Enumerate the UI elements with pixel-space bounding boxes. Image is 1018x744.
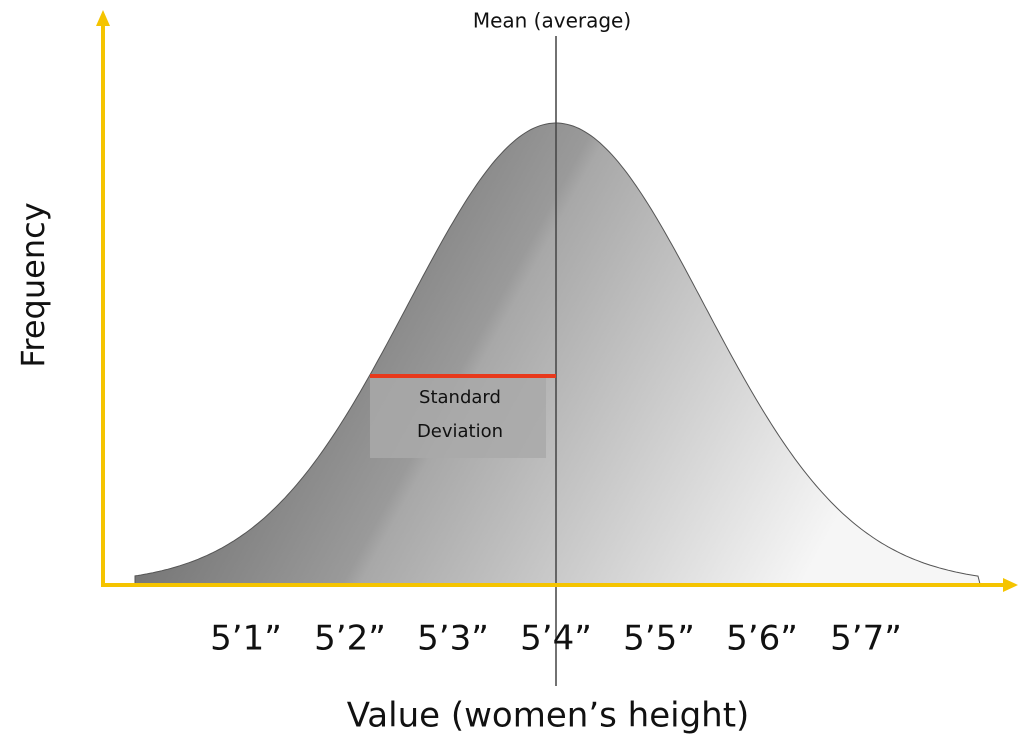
y-axis-arrow bbox=[96, 10, 110, 26]
annotation-box bbox=[370, 378, 546, 458]
y-axis-label: Frequency bbox=[14, 202, 52, 367]
annotation-line: Standard bbox=[419, 387, 501, 408]
x-label: 5’1” bbox=[210, 619, 282, 659]
x-label: 5’3” bbox=[417, 619, 489, 659]
title: Mean (average) bbox=[473, 9, 631, 33]
annotation-line: Deviation bbox=[417, 421, 503, 442]
x-axis-arrow bbox=[1003, 578, 1018, 592]
x-label: 5’5” bbox=[623, 619, 695, 659]
x-label: 5’6” bbox=[726, 619, 798, 659]
x-label: 5’4” bbox=[520, 619, 592, 659]
x-axis-label: Value (women’s height) bbox=[347, 696, 750, 736]
x-label: 5’2” bbox=[314, 619, 386, 659]
x-label: 5’7” bbox=[830, 619, 902, 659]
bell-curve bbox=[134, 122, 981, 585]
